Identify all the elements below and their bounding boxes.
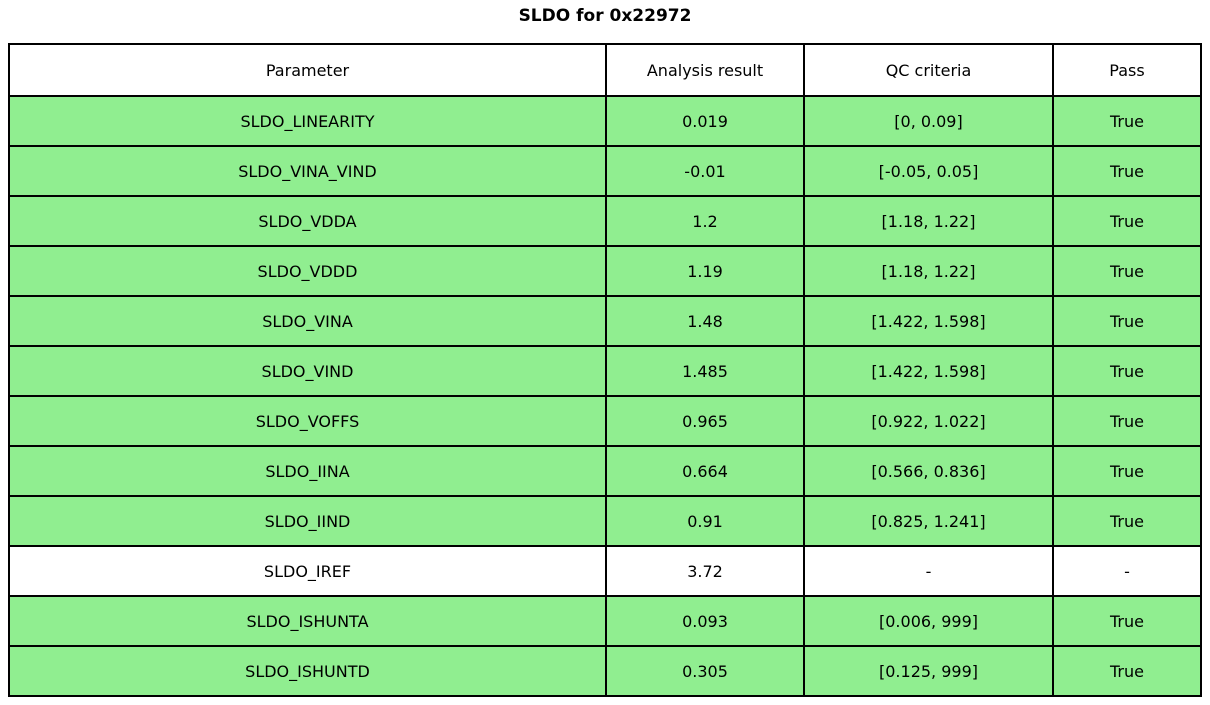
table-body: SLDO_LINEARITY 0.019 [0, 0.09] True SLDO_VIN… xyxy=(8,95,1202,697)
parameter-cell: SLDO_VDDD xyxy=(8,245,607,297)
pass-cell: True xyxy=(1052,145,1202,197)
pass-cell: True xyxy=(1052,195,1202,247)
column-header-parameter: Parameter xyxy=(8,43,607,97)
pass-cell: True xyxy=(1052,395,1202,447)
table-row: SLDO_IIND 0.91 [0.825, 1.241] True xyxy=(8,495,1202,547)
table-row: SLDO_VIND 1.485 [1.422, 1.598] True xyxy=(8,345,1202,397)
parameter-cell: SLDO_IIND xyxy=(8,495,607,547)
table-row: SLDO_VOFFS 0.965 [0.922, 1.022] True xyxy=(8,395,1202,447)
analysis-result-cell: 0.965 xyxy=(605,395,805,447)
table-row: SLDO_VINA 1.48 [1.422, 1.598] True xyxy=(8,295,1202,347)
table-row: SLDO_VDDD 1.19 [1.18, 1.22] True xyxy=(8,245,1202,297)
qc-criteria-cell: [1.18, 1.22] xyxy=(803,195,1054,247)
pass-cell: True xyxy=(1052,95,1202,147)
analysis-result-cell: 0.019 xyxy=(605,95,805,147)
analysis-result-cell: 0.305 xyxy=(605,645,805,697)
parameter-cell: SLDO_VDDA xyxy=(8,195,607,247)
parameter-cell: SLDO_IREF xyxy=(8,545,607,597)
column-header-pass: Pass xyxy=(1052,43,1202,97)
parameter-cell: SLDO_VIND xyxy=(8,345,607,397)
table-row: SLDO_ISHUNTD 0.305 [0.125, 999] True xyxy=(8,645,1202,697)
parameter-cell: SLDO_VOFFS xyxy=(8,395,607,447)
pass-cell: True xyxy=(1052,645,1202,697)
qc-results-table: Parameter Analysis result QC criteria Pa… xyxy=(8,43,1202,697)
pass-cell: True xyxy=(1052,495,1202,547)
qc-criteria-cell: [0, 0.09] xyxy=(803,95,1054,147)
page-title: SLDO for 0x22972 xyxy=(518,6,692,26)
parameter-cell: SLDO_IINA xyxy=(8,445,607,497)
qc-criteria-cell: [1.18, 1.22] xyxy=(803,245,1054,297)
pass-cell: True xyxy=(1052,345,1202,397)
analysis-result-cell: 1.2 xyxy=(605,195,805,247)
qc-criteria-cell: [-0.05, 0.05] xyxy=(803,145,1054,197)
pass-cell: True xyxy=(1052,245,1202,297)
pass-cell: - xyxy=(1052,545,1202,597)
pass-cell: True xyxy=(1052,445,1202,497)
header-row: Parameter Analysis result QC criteria Pa… xyxy=(8,43,1202,97)
analysis-result-cell: 0.664 xyxy=(605,445,805,497)
column-header-qc-criteria: QC criteria xyxy=(803,43,1054,97)
qc-criteria-cell: [1.422, 1.598] xyxy=(803,345,1054,397)
table-row: SLDO_ISHUNTA 0.093 [0.006, 999] True xyxy=(8,595,1202,647)
parameter-cell: SLDO_ISHUNTA xyxy=(8,595,607,647)
pass-cell: True xyxy=(1052,295,1202,347)
table-row: SLDO_IINA 0.664 [0.566, 0.836] True xyxy=(8,445,1202,497)
qc-criteria-cell: [0.566, 0.836] xyxy=(803,445,1054,497)
table-row: SLDO_VDDA 1.2 [1.18, 1.22] True xyxy=(8,195,1202,247)
pass-cell: True xyxy=(1052,595,1202,647)
analysis-result-cell: 1.485 xyxy=(605,345,805,397)
table-row: SLDO_VINA_VIND -0.01 [-0.05, 0.05] True xyxy=(8,145,1202,197)
qc-criteria-cell: [0.922, 1.022] xyxy=(803,395,1054,447)
parameter-cell: SLDO_LINEARITY xyxy=(8,95,607,147)
analysis-result-cell: 1.48 xyxy=(605,295,805,347)
qc-criteria-cell: [0.125, 999] xyxy=(803,645,1054,697)
table-header: Parameter Analysis result QC criteria Pa… xyxy=(8,43,1202,97)
qc-criteria-cell: [1.422, 1.598] xyxy=(803,295,1054,347)
column-header-analysis-result: Analysis result xyxy=(605,43,805,97)
analysis-result-cell: 1.19 xyxy=(605,245,805,297)
qc-criteria-cell: - xyxy=(803,545,1054,597)
table-row: SLDO_IREF 3.72- - xyxy=(8,545,1202,597)
analysis-result-cell: 0.093 xyxy=(605,595,805,647)
parameter-cell: SLDO_ISHUNTD xyxy=(8,645,607,697)
parameter-cell: SLDO_VINA_VIND xyxy=(8,145,607,197)
analysis-result-cell: 0.91 xyxy=(605,495,805,547)
table-row: SLDO_LINEARITY 0.019 [0, 0.09] True xyxy=(8,95,1202,147)
qc-criteria-cell: [0.006, 999] xyxy=(803,595,1054,647)
analysis-result-cell: -0.01 xyxy=(605,145,805,197)
analysis-result-cell: 3.72 xyxy=(605,545,805,597)
qc-criteria-cell: [0.825, 1.241] xyxy=(803,495,1054,547)
parameter-cell: SLDO_VINA xyxy=(8,295,607,347)
